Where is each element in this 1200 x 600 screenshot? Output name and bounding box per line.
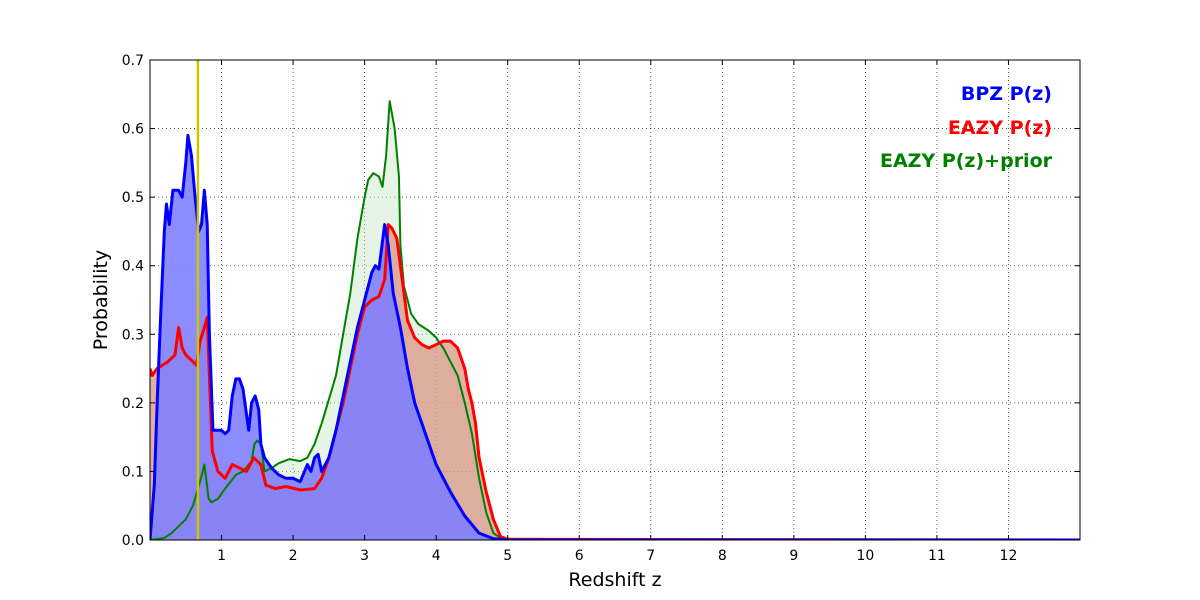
y-axis-label: Probability bbox=[90, 250, 112, 350]
x-tick-label: 8 bbox=[718, 548, 727, 564]
y-tick-label: 0.2 bbox=[122, 396, 144, 412]
plot-frame bbox=[149, 59, 1081, 541]
x-tick-label: 2 bbox=[289, 548, 298, 564]
x-tick-label: 9 bbox=[789, 548, 798, 564]
series-line-2 bbox=[150, 133, 1080, 540]
series-line-0 bbox=[150, 100, 1080, 540]
y-tick-label: 0.6 bbox=[122, 122, 144, 138]
x-tick-label: 1 bbox=[217, 548, 226, 564]
x-axis-label: Redshift z bbox=[568, 569, 661, 591]
y-tick-label: 0.5 bbox=[122, 190, 144, 206]
y-tick-label: 0.0 bbox=[122, 533, 144, 549]
legend: BPZ P(z) EAZY P(z) EAZY P(z)+prior bbox=[880, 83, 1053, 172]
grid bbox=[150, 60, 1080, 540]
series-group bbox=[150, 100, 1080, 540]
legend-entry-eazy-prior: EAZY P(z)+prior bbox=[880, 150, 1053, 172]
x-tick-label: 3 bbox=[360, 548, 369, 564]
ticks: 1 2 3 4 5 6 7 8 9 10 11 120.00.10.20.30.40.50.60.7 bbox=[122, 53, 1080, 564]
legend-entry-bpz: BPZ P(z) bbox=[961, 83, 1052, 105]
x-tick-label: 10 bbox=[856, 548, 874, 564]
x-tick-label: 11 bbox=[928, 548, 946, 564]
y-tick-label: 0.4 bbox=[122, 259, 144, 275]
x-tick-label: 7 bbox=[646, 548, 655, 564]
x-tick-label: 6 bbox=[575, 548, 584, 564]
x-tick-label: 4 bbox=[432, 548, 441, 564]
x-tick-label: 5 bbox=[503, 548, 512, 564]
series-area-2 bbox=[150, 135, 1080, 540]
y-tick-label: 0.7 bbox=[122, 53, 144, 69]
legend-entry-eazy: EAZY P(z) bbox=[948, 117, 1052, 139]
y-tick-label: 0.3 bbox=[122, 327, 144, 343]
x-tick-label: 12 bbox=[1000, 548, 1018, 564]
y-tick-label: 0.1 bbox=[122, 464, 144, 480]
